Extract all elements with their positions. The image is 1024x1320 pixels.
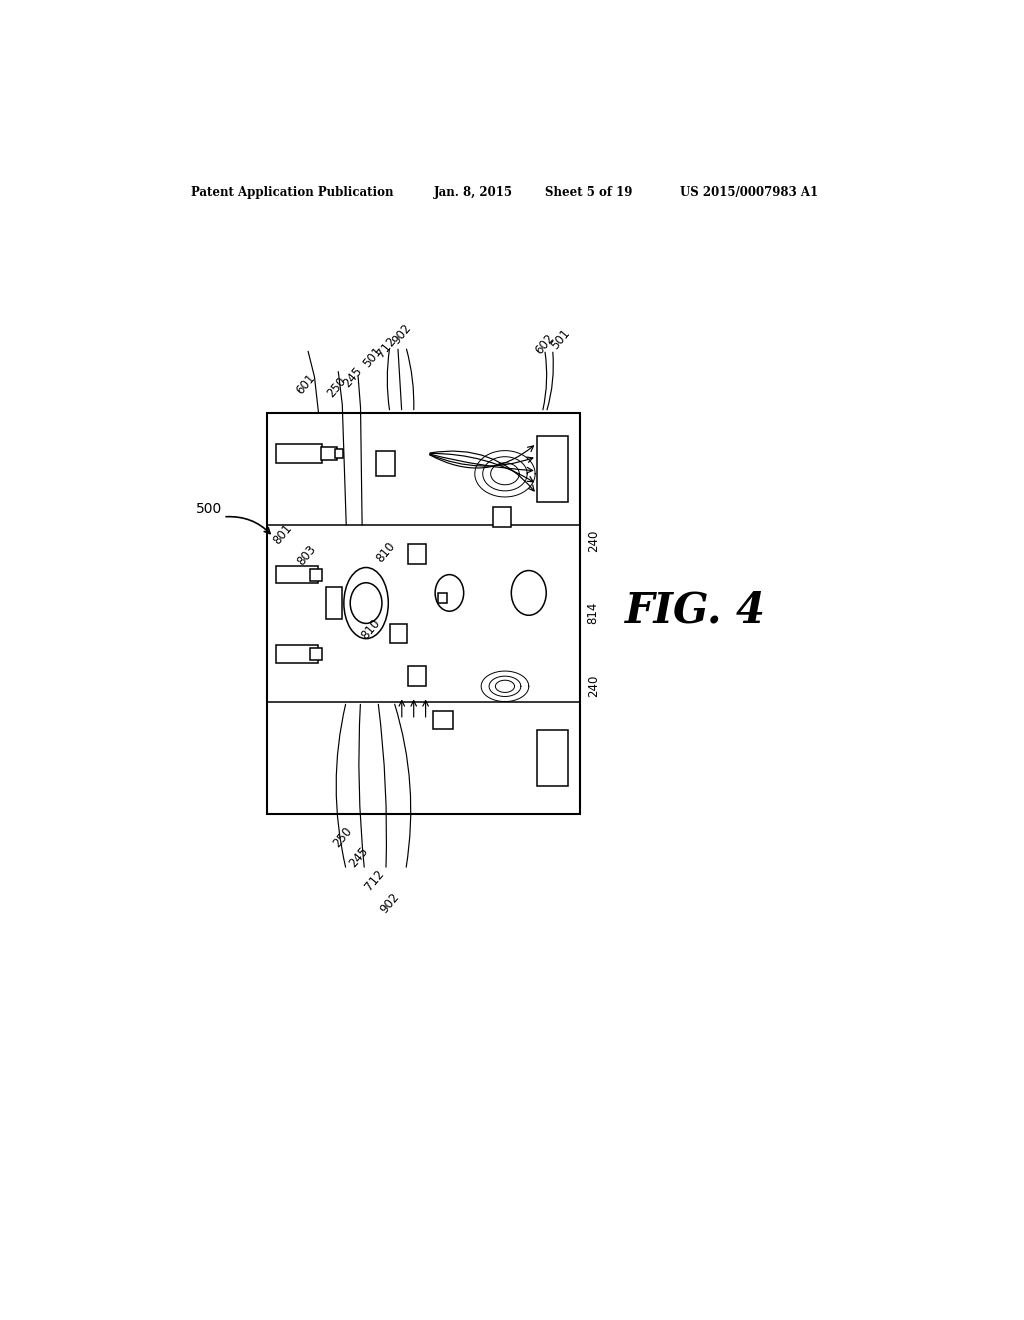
Bar [276,645,317,663]
Circle shape [511,570,546,615]
Text: 240: 240 [587,675,600,697]
Text: 810: 810 [374,539,398,565]
Text: 712: 712 [374,334,398,359]
Text: 712: 712 [362,867,386,894]
Text: 601: 601 [293,372,317,397]
Text: 500: 500 [196,502,222,516]
Text: 501: 501 [549,326,572,351]
Text: US 2015/0007983 A1: US 2015/0007983 A1 [680,186,818,199]
Circle shape [435,574,464,611]
Ellipse shape [344,568,388,639]
Text: Patent Application Publication: Patent Application Publication [191,186,394,199]
Text: Sheet 5 of 19: Sheet 5 of 19 [545,186,632,199]
Bar [437,593,447,603]
Bar [433,710,453,729]
Bar [276,566,317,583]
Text: 602: 602 [532,331,557,356]
Text: Jan. 8, 2015: Jan. 8, 2015 [433,186,513,199]
Text: 801: 801 [270,521,295,548]
Text: 501: 501 [360,345,385,370]
Bar [321,447,337,461]
Bar [309,648,323,660]
Bar [409,544,426,565]
Text: 803: 803 [295,543,318,568]
Text: 245: 245 [341,364,365,391]
Bar [537,436,568,502]
Bar [276,445,323,462]
Bar [267,413,581,814]
Text: 810: 810 [358,616,382,642]
Bar [335,449,343,458]
Text: 250: 250 [331,824,354,850]
Circle shape [350,582,382,623]
Bar [327,587,342,619]
Bar [494,507,511,527]
Text: 240: 240 [587,529,600,552]
Bar [377,451,395,475]
Bar [537,730,568,785]
Text: 250: 250 [324,375,348,400]
Text: 902: 902 [390,321,415,346]
Text: 902: 902 [378,890,402,916]
Text: 814: 814 [587,602,600,624]
Text: 245: 245 [346,845,371,870]
Bar [309,569,323,581]
Bar [390,624,408,643]
Bar [409,667,426,686]
Text: FIG. 4: FIG. 4 [625,590,766,632]
